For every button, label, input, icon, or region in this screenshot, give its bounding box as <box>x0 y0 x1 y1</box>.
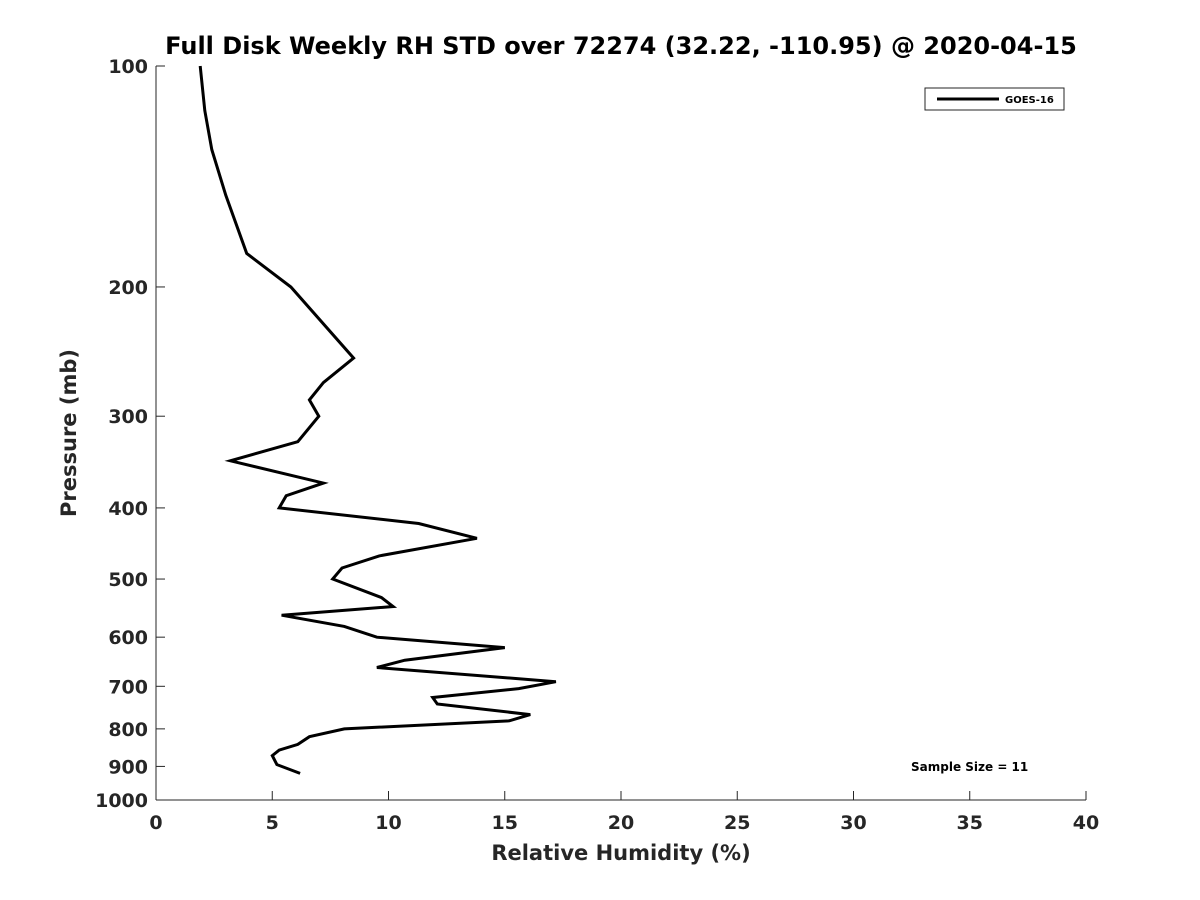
legend: GOES-16 <box>924 87 1065 111</box>
y-tick-label: 900 <box>108 756 148 778</box>
y-tick-label: 100 <box>108 56 148 78</box>
x-tick-label: 40 <box>1073 812 1099 834</box>
x-tick-label: 30 <box>840 812 866 834</box>
legend-label-goes-16: GOES-16 <box>1005 95 1054 106</box>
y-tick-label: 600 <box>108 627 148 649</box>
x-tick-label: 35 <box>957 812 983 834</box>
y-ticks: 100 200 300 400 500 600 700 800 900 1000 <box>95 56 165 812</box>
x-tick-label: 0 <box>149 812 162 834</box>
x-axis-label: Relative Humidity (%) <box>491 841 750 865</box>
sample-size-annotation: Sample Size = 11 <box>911 760 1028 774</box>
y-tick-label: 800 <box>108 719 148 741</box>
y-tick-label: 400 <box>108 498 148 520</box>
x-tick-label: 10 <box>375 812 401 834</box>
y-tick-label: 200 <box>108 277 148 299</box>
x-tick-label: 25 <box>724 812 750 834</box>
plot-axes <box>155 66 1086 801</box>
y-tick-label: 1000 <box>95 790 148 812</box>
x-ticks: 0 5 10 15 20 25 30 35 40 <box>149 791 1099 834</box>
x-tick-label: 5 <box>266 812 279 834</box>
series-line-goes-16 <box>198 65 557 775</box>
x-tick-label: 20 <box>608 812 634 834</box>
y-tick-label: 700 <box>108 676 148 698</box>
series-layer <box>198 65 557 775</box>
y-axis-label: Pressure (mb) <box>57 349 81 517</box>
y-tick-label: 500 <box>108 569 148 591</box>
x-tick-label: 15 <box>492 812 518 834</box>
chart-title: Full Disk Weekly RH STD over 72274 (32.2… <box>165 32 1077 60</box>
y-tick-label: 300 <box>108 406 148 428</box>
